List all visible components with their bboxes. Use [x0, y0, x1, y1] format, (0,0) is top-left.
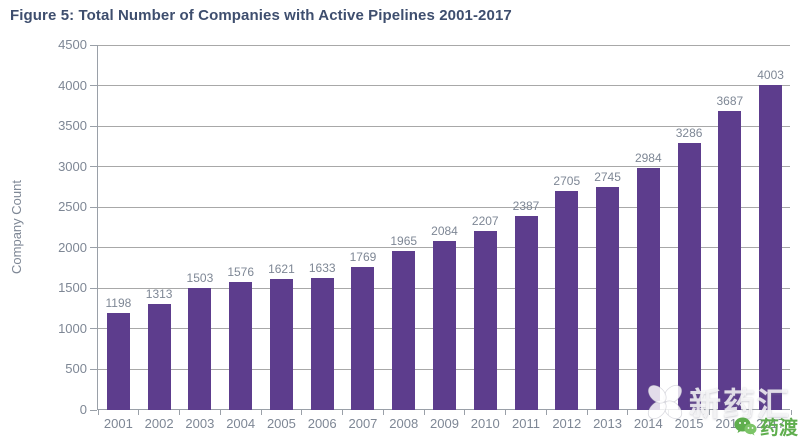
x-axis-tick [97, 410, 99, 415]
bar-value-label-2004: 1576 [227, 265, 255, 280]
bar-value-label-2013: 2745 [594, 170, 621, 185]
y-axis-tick [90, 287, 97, 289]
x-axis-label-2013: 2013 [593, 416, 622, 431]
bar-value-label-2008: 1965 [390, 233, 418, 248]
x-axis-tick [708, 410, 710, 415]
y-axis-tick-label: 2000 [58, 239, 87, 255]
bar-2002 [147, 303, 171, 410]
bar-value-label-2014: 2984 [634, 150, 662, 165]
bar-2014 [636, 167, 660, 410]
bar-2009 [433, 240, 456, 410]
bar-2003 [188, 288, 212, 410]
y-axis-title: Company Count [9, 180, 24, 274]
y-axis-tick [90, 247, 97, 249]
y-axis-tick-label: 3500 [58, 118, 87, 134]
bar-2006 [310, 277, 334, 410]
x-axis-label-2007: 2007 [348, 416, 378, 431]
x-axis-label-2008: 2008 [389, 416, 419, 431]
x-axis-tick [260, 410, 262, 415]
y-axis-tick [90, 409, 97, 411]
x-axis-label-2006: 2006 [307, 416, 337, 431]
plot-area: 1198 2001 1313 2002 1503 2003 1576 2004 1621 2005… [90, 44, 792, 431]
y-axis-tick-label: 500 [65, 361, 87, 377]
y-axis-tick [90, 368, 97, 370]
x-axis-tick [301, 410, 303, 415]
x-axis-tick [668, 410, 670, 415]
x-axis-label-2009: 2009 [430, 416, 459, 431]
bar-value-label-2010: 2207 [471, 213, 499, 228]
gridline [98, 206, 790, 208]
bar-value-label-2017: 4003 [757, 68, 784, 83]
bar-value-label-2003: 1503 [186, 271, 214, 286]
gridline [98, 125, 790, 127]
bar-value-label-2015: 3286 [675, 126, 703, 141]
x-axis-tick [342, 410, 344, 415]
y-axis-tick [90, 44, 97, 46]
x-axis-tick [382, 410, 384, 415]
x-axis-label-2016: 2016 [715, 416, 745, 431]
x-axis-label-2004: 2004 [226, 416, 256, 431]
bar-2017 [759, 85, 783, 410]
x-axis-tick [790, 410, 792, 415]
bar-value-label-2007: 1769 [349, 249, 377, 264]
bar-2007 [351, 266, 375, 410]
x-axis-tick [586, 410, 588, 415]
y-axis-tick-label: 2500 [58, 199, 87, 215]
y-axis-tick-label: 3000 [58, 158, 87, 174]
y-axis-tick [90, 85, 97, 87]
x-axis-label-2011: 2011 [512, 416, 540, 431]
y-axis-tick [90, 166, 97, 168]
bar-2005 [269, 278, 293, 410]
y-axis-tick-label: 1000 [58, 320, 87, 336]
x-axis-label-2017: 2017 [756, 416, 786, 431]
y-axis-tick [90, 206, 97, 208]
bar-value-label-2016: 3687 [716, 93, 744, 108]
y-axis-tick [90, 125, 97, 127]
bar-2010 [473, 230, 497, 410]
bar-2011 [514, 216, 538, 410]
bar-2016 [718, 110, 742, 410]
x-axis-tick [505, 410, 507, 415]
x-axis-tick [545, 410, 547, 415]
bar-value-label-2002: 1313 [145, 286, 173, 301]
chart-title: Figure 5: Total Number of Companies with… [10, 7, 512, 24]
bar-value-label-2005: 1621 [268, 261, 295, 276]
bar-2015 [677, 143, 701, 410]
x-axis-tick [179, 410, 181, 415]
x-axis-tick [749, 410, 751, 415]
gridline [98, 44, 790, 46]
bar-2008 [392, 250, 416, 410]
x-axis-label-2002: 2002 [144, 416, 174, 431]
bar-value-label-2009: 2084 [431, 223, 458, 238]
x-axis-tick [219, 410, 221, 415]
bar-2013 [596, 187, 620, 410]
y-axis-tick-label: 0 [79, 402, 87, 417]
y-axis-tick-label: 4000 [58, 77, 87, 93]
bar-value-label-2006: 1633 [308, 260, 336, 275]
bar-value-label-2012: 2705 [553, 173, 581, 188]
x-axis-tick [423, 410, 425, 415]
gridline [98, 166, 790, 168]
x-axis-tick [627, 410, 629, 415]
gridline [98, 85, 790, 87]
x-axis-label-2001: 2001 [103, 416, 133, 431]
y-axis-tick-label: 1500 [58, 280, 87, 296]
bar-value-label-2001: 1198 [105, 295, 132, 310]
bar-2004 [229, 282, 253, 410]
x-axis-tick [464, 410, 466, 415]
bar-2012 [555, 190, 579, 410]
y-axis-tick [90, 328, 97, 330]
x-axis-label-2005: 2005 [266, 416, 296, 431]
x-axis-label-2010: 2010 [470, 416, 500, 431]
x-axis-tick [138, 410, 140, 415]
bar-2001 [106, 312, 130, 410]
x-axis-label-2012: 2012 [552, 416, 582, 431]
x-axis-label-2015: 2015 [674, 416, 704, 431]
x-axis-label-2003: 2003 [185, 416, 215, 431]
x-axis-label-2014: 2014 [633, 416, 663, 431]
y-axis-tick-label: 4500 [58, 37, 87, 52]
bar-value-label-2011: 2387 [512, 199, 540, 214]
